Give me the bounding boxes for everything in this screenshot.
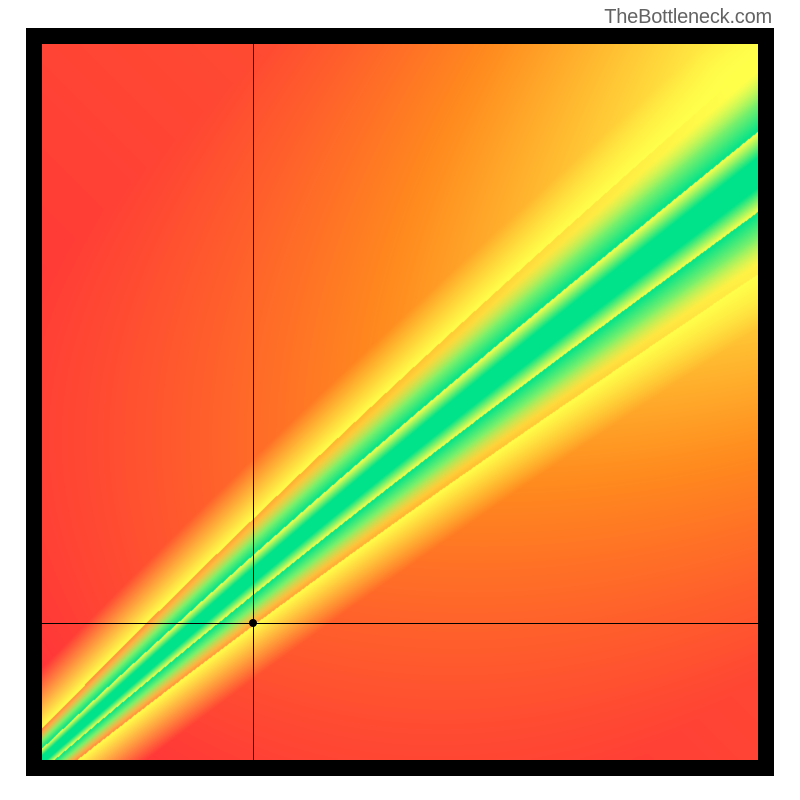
crosshair-vertical — [253, 44, 254, 760]
marker-dot — [249, 619, 257, 627]
plot-area — [42, 44, 758, 760]
crosshair-horizontal — [42, 623, 758, 624]
chart-frame — [26, 28, 774, 776]
watermark-text: TheBottleneck.com — [604, 6, 772, 29]
heatmap-canvas — [42, 44, 758, 760]
